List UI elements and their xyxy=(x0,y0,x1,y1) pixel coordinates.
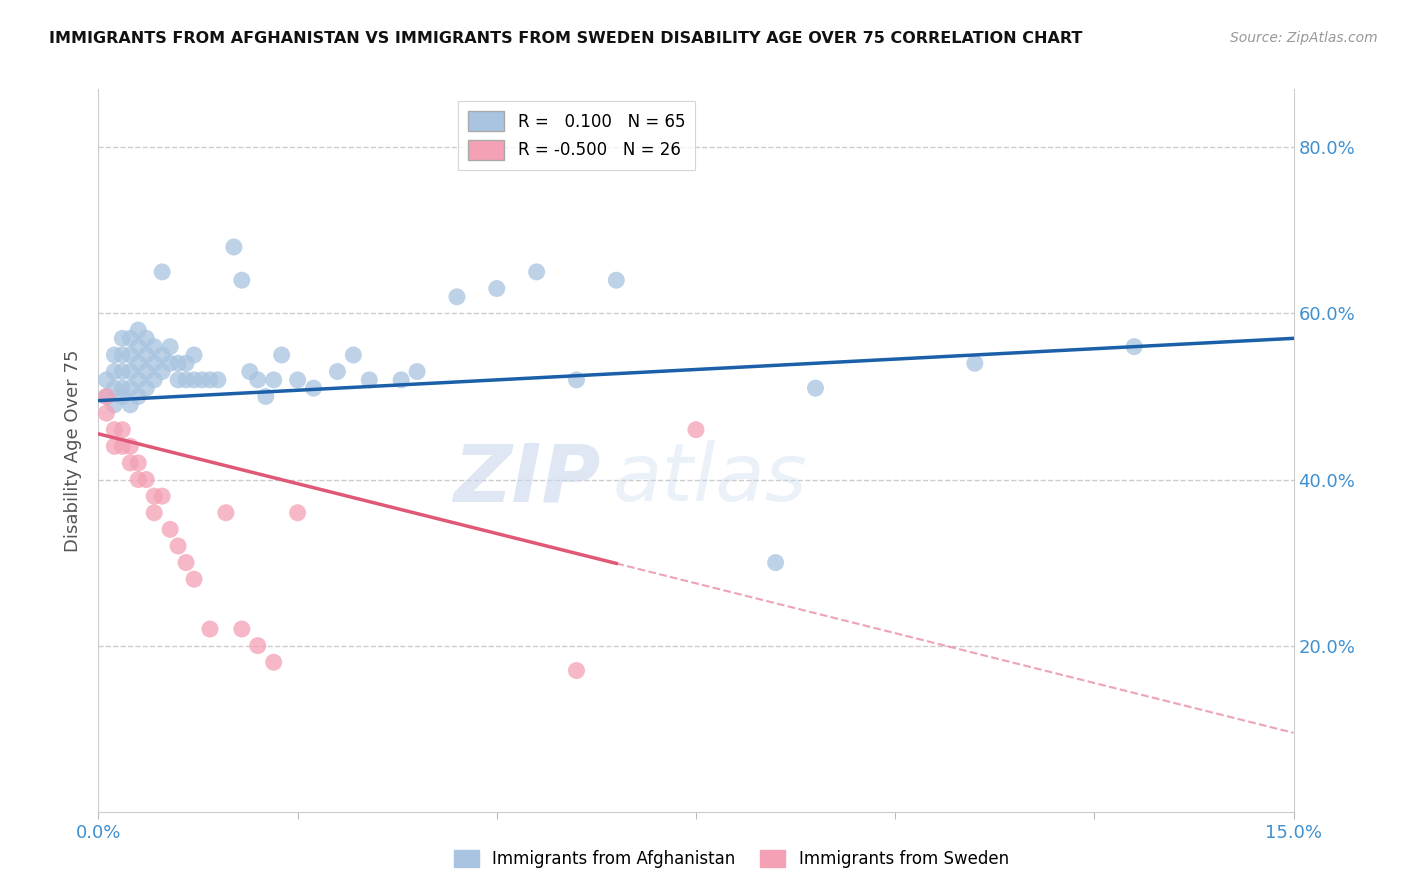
Point xyxy=(143,506,166,520)
Text: IMMIGRANTS FROM AFGHANISTAN VS IMMIGRANTS FROM SWEDEN DISABILITY AGE OVER 75 COR: IMMIGRANTS FROM AFGHANISTAN VS IMMIGRANT… xyxy=(49,31,1083,46)
Point xyxy=(111,348,134,362)
Point xyxy=(120,365,142,379)
Point xyxy=(526,265,548,279)
Point xyxy=(96,389,118,403)
Point xyxy=(231,622,253,636)
Point xyxy=(174,556,197,570)
Y-axis label: Disability Age Over 75: Disability Age Over 75 xyxy=(65,349,83,552)
Point xyxy=(198,373,221,387)
Point xyxy=(103,365,125,379)
Point xyxy=(111,423,134,437)
Legend: R =   0.100   N = 65, R = -0.500   N = 26: R = 0.100 N = 65, R = -0.500 N = 26 xyxy=(458,101,695,170)
Point xyxy=(111,389,134,403)
Point xyxy=(565,664,588,678)
Point xyxy=(120,331,142,345)
Point xyxy=(111,365,134,379)
Point xyxy=(111,439,134,453)
Point xyxy=(96,406,118,420)
Point xyxy=(326,365,349,379)
Point xyxy=(765,556,787,570)
Point xyxy=(159,340,181,354)
Point xyxy=(191,373,214,387)
Text: atlas: atlas xyxy=(613,441,807,518)
Point xyxy=(127,456,149,470)
Point xyxy=(127,373,149,387)
Point xyxy=(96,373,118,387)
Point xyxy=(485,281,508,295)
Text: ZIP: ZIP xyxy=(453,441,600,518)
Point xyxy=(143,373,166,387)
Point xyxy=(135,348,157,362)
Point xyxy=(103,439,125,453)
Point xyxy=(406,365,429,379)
Point xyxy=(135,473,157,487)
Point xyxy=(263,655,285,669)
Point xyxy=(96,389,118,403)
Point xyxy=(127,323,149,337)
Point xyxy=(246,639,269,653)
Point xyxy=(222,240,245,254)
Point xyxy=(174,356,197,370)
Point xyxy=(111,331,134,345)
Point xyxy=(143,356,166,370)
Point xyxy=(120,348,142,362)
Point xyxy=(963,356,986,370)
Point xyxy=(302,381,325,395)
Point xyxy=(231,273,253,287)
Point xyxy=(135,331,157,345)
Point xyxy=(103,398,125,412)
Point xyxy=(198,622,221,636)
Point xyxy=(254,389,277,403)
Point xyxy=(150,489,173,503)
Point xyxy=(120,398,142,412)
Point xyxy=(143,340,166,354)
Point xyxy=(135,381,157,395)
Point xyxy=(174,373,197,387)
Point xyxy=(167,373,190,387)
Point xyxy=(183,572,205,586)
Point xyxy=(127,340,149,354)
Point xyxy=(804,381,827,395)
Point xyxy=(565,373,588,387)
Point xyxy=(446,290,468,304)
Point xyxy=(167,539,190,553)
Point xyxy=(103,423,125,437)
Point xyxy=(127,356,149,370)
Point xyxy=(120,381,142,395)
Point xyxy=(183,348,205,362)
Point xyxy=(143,489,166,503)
Point xyxy=(111,381,134,395)
Point xyxy=(103,381,125,395)
Point xyxy=(150,348,173,362)
Point xyxy=(263,373,285,387)
Point xyxy=(359,373,381,387)
Point xyxy=(685,423,707,437)
Point xyxy=(605,273,627,287)
Point xyxy=(159,522,181,536)
Point xyxy=(159,356,181,370)
Point xyxy=(1123,340,1146,354)
Point xyxy=(120,456,142,470)
Point xyxy=(342,348,364,362)
Point xyxy=(167,356,190,370)
Point xyxy=(127,389,149,403)
Legend: Immigrants from Afghanistan, Immigrants from Sweden: Immigrants from Afghanistan, Immigrants … xyxy=(447,843,1015,875)
Point xyxy=(150,365,173,379)
Point xyxy=(103,348,125,362)
Point xyxy=(183,373,205,387)
Point xyxy=(287,373,309,387)
Point xyxy=(120,439,142,453)
Point xyxy=(239,365,262,379)
Point xyxy=(389,373,412,387)
Point xyxy=(287,506,309,520)
Point xyxy=(127,473,149,487)
Point xyxy=(135,365,157,379)
Point xyxy=(215,506,238,520)
Text: Source: ZipAtlas.com: Source: ZipAtlas.com xyxy=(1230,31,1378,45)
Point xyxy=(270,348,292,362)
Point xyxy=(207,373,229,387)
Point xyxy=(150,265,173,279)
Point xyxy=(246,373,269,387)
